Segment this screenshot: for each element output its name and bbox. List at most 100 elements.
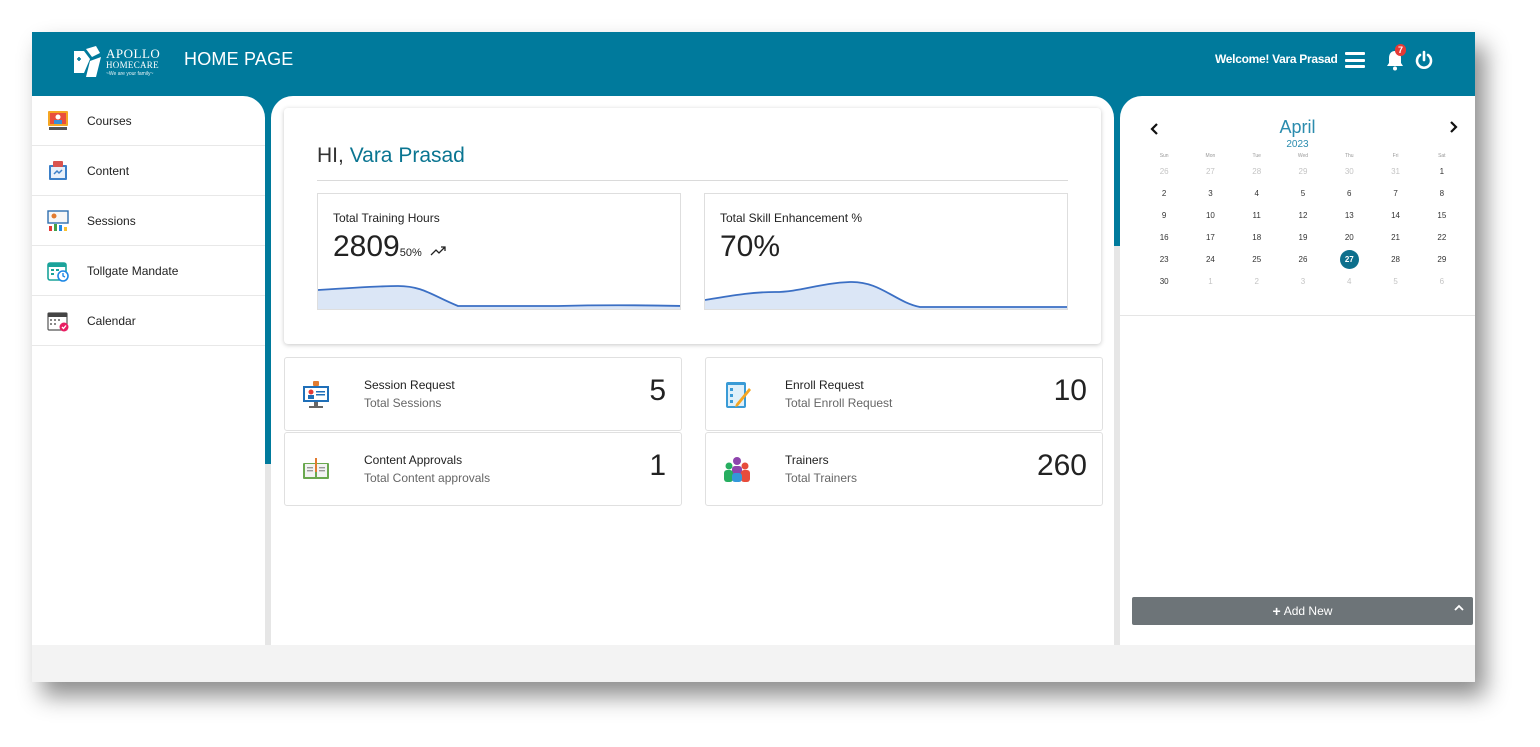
top-bar: APOLLO HOMECARE ~We are your family~ HOM…: [32, 32, 1475, 96]
calendar-day-number: 27: [1205, 166, 1215, 176]
calendar-day-number: 25: [1252, 254, 1262, 264]
calendar-day[interactable]: 6: [1419, 277, 1465, 286]
calendar-day[interactable]: 2: [1141, 189, 1187, 198]
greeting-name: Vara Prasad: [349, 144, 465, 167]
tile-title: Enroll Request: [785, 378, 864, 392]
calendar-day[interactable]: 30: [1326, 167, 1372, 176]
calendar-day[interactable]: 29: [1280, 167, 1326, 176]
sidebar-item-courses[interactable]: Courses: [32, 96, 265, 146]
calendar-day-number: 26: [1159, 166, 1169, 176]
calendar-day[interactable]: 1: [1187, 277, 1233, 286]
calendar-day[interactable]: 29: [1419, 255, 1465, 264]
calendar-day[interactable]: 19: [1280, 233, 1326, 242]
calendar-month: April: [1279, 117, 1316, 137]
calendar-day[interactable]: 6: [1326, 189, 1372, 198]
calendar-week-row: 26 27 28 29 30 31 1: [1141, 160, 1465, 182]
calendar-day[interactable]: 17: [1187, 233, 1233, 242]
calendar-grid: Sun Mon Tue Wed Thu Fri Sat 26 27 28 29 30 31…: [1141, 152, 1465, 292]
calendar-day-number: 23: [1159, 254, 1169, 264]
stat-title: Total Skill Enhancement %: [720, 211, 863, 225]
calendar-day-number: 2: [1254, 276, 1259, 286]
calendar-day[interactable]: 15: [1419, 211, 1465, 220]
session-request-tile[interactable]: Session Request Total Sessions 5: [284, 357, 682, 431]
calendar-day[interactable]: 4: [1326, 277, 1372, 286]
trending-up-icon: [430, 246, 446, 256]
calendar-day[interactable]: 25: [1234, 255, 1280, 264]
chevron-left-icon[interactable]: [1150, 123, 1160, 135]
calendar-day[interactable]: 14: [1372, 211, 1418, 220]
calendar-week-row: 9 10 11 12 13 14 15: [1141, 204, 1465, 226]
calendar-day[interactable]: 21: [1372, 233, 1418, 242]
calendar-day[interactable]: 3: [1280, 277, 1326, 286]
content-approvals-icon: [303, 458, 329, 479]
calendar-day-number: 19: [1298, 232, 1308, 242]
calendar-day[interactable]: 9: [1141, 211, 1187, 220]
sessions-icon: [47, 209, 69, 231]
trainers-tile[interactable]: Trainers Total Trainers 260: [705, 432, 1103, 506]
calendar-day[interactable]: 23: [1141, 255, 1187, 264]
logo-brand-line2: HOMECARE: [106, 60, 159, 70]
sidebar-item-label: Courses: [87, 113, 132, 128]
calendar-day[interactable]: 5: [1372, 277, 1418, 286]
tile-title: Trainers: [785, 453, 829, 467]
sidebar-item-content[interactable]: Content: [32, 146, 265, 196]
apollo-logo-icon: [74, 46, 101, 77]
footer-strip: [32, 645, 1475, 682]
hamburger-menu-icon[interactable]: [1345, 52, 1365, 68]
sidebar-item-calendar[interactable]: Calendar: [32, 296, 265, 346]
chevron-right-icon[interactable]: [1448, 121, 1458, 133]
calendar-day[interactable]: 11: [1234, 211, 1280, 220]
calendar-day-number: 28: [1391, 254, 1400, 264]
skill-enhancement-card: Total Skill Enhancement % 70%: [704, 193, 1068, 310]
calendar-day[interactable]: 2: [1234, 277, 1280, 286]
tile-count: 1: [649, 449, 666, 482]
chevron-up-icon[interactable]: [1454, 603, 1464, 613]
calendar-day[interactable]: 5: [1280, 189, 1326, 198]
calendar-day[interactable]: 22: [1419, 233, 1465, 242]
sidebar-item-tollgate-mandate[interactable]: Tollgate Mandate: [32, 246, 265, 296]
logo-brand: APOLLO: [106, 46, 161, 61]
calendar-day[interactable]: 26: [1280, 255, 1326, 264]
calendar-day[interactable]: 26: [1141, 167, 1187, 176]
power-icon[interactable]: [1413, 49, 1435, 71]
calendar-day[interactable]: 7: [1372, 189, 1418, 198]
calendar-day[interactable]: 18: [1234, 233, 1280, 242]
calendar-day[interactable]: 24: [1187, 255, 1233, 264]
calendar-day[interactable]: 3: [1187, 189, 1233, 198]
notification-badge: 7: [1395, 44, 1406, 56]
calendar-day[interactable]: 30: [1141, 277, 1187, 286]
add-new-button[interactable]: + Add New: [1132, 597, 1473, 625]
calendar-day[interactable]: 28: [1234, 167, 1280, 176]
tile-title: Session Request: [364, 378, 455, 392]
calendar-day-number: 28: [1252, 166, 1262, 176]
courses-icon: [48, 110, 68, 130]
calendar-day-number: 18: [1252, 232, 1262, 242]
calendar-day-number: 31: [1391, 166, 1400, 176]
weekday-label: Fri: [1392, 153, 1399, 159]
apollo-homecare-logo[interactable]: APOLLO HOMECARE ~We are your family~: [70, 41, 165, 83]
calendar-day[interactable]: 1: [1419, 167, 1465, 176]
calendar-day[interactable]: 27: [1187, 167, 1233, 176]
calendar-day[interactable]: 12: [1280, 211, 1326, 220]
sidebar-item-sessions[interactable]: Sessions: [32, 196, 265, 246]
sidebar: Courses Content Sessions: [32, 96, 265, 645]
calendar-day[interactable]: 31: [1372, 167, 1418, 176]
calendar-day-number: 12: [1298, 210, 1308, 220]
calendar-day-number: 5: [1393, 276, 1398, 286]
calendar-day[interactable]: 8: [1419, 189, 1465, 198]
enroll-request-tile[interactable]: Enroll Request Total Enroll Request 10: [705, 357, 1103, 431]
calendar-day-selected[interactable]: 27: [1326, 249, 1372, 269]
calendar-day[interactable]: 20: [1326, 233, 1372, 242]
welcome-text: Welcome! Vara Prasad: [1215, 52, 1338, 66]
calendar-week-row: 23 24 25 26 27 28 29: [1141, 248, 1465, 270]
skill-enhancement-sparkline: [705, 281, 1067, 309]
calendar-day[interactable]: 4: [1234, 189, 1280, 198]
calendar-day-number: 16: [1159, 232, 1169, 242]
logo-tagline: ~We are your family~: [106, 71, 154, 77]
content-approvals-tile[interactable]: Content Approvals Total Content approval…: [284, 432, 682, 506]
calendar-day[interactable]: 10: [1187, 211, 1233, 220]
calendar-day[interactable]: 28: [1372, 255, 1418, 264]
weekday-label: Tue: [1252, 153, 1261, 159]
calendar-day[interactable]: 16: [1141, 233, 1187, 242]
calendar-day[interactable]: 13: [1326, 211, 1372, 220]
